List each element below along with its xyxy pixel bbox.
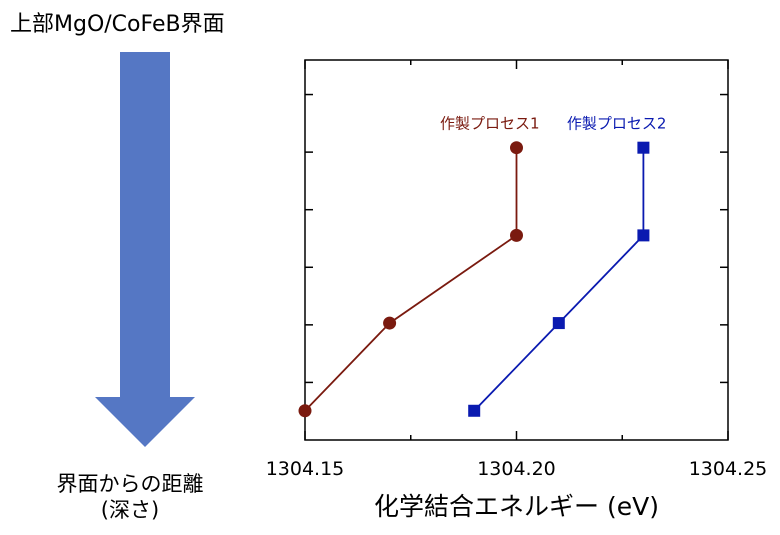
depth-arrow-shape [95,52,195,447]
data-point [510,228,523,242]
chart-axes [304,59,729,441]
chart-series [298,141,650,418]
series-line [304,147,518,412]
chart-text: 1304.15 1304.20 1304.25 化学結合エネルギー (eV) 作製プロセ… [266,115,768,521]
depth-sublabel: (深さ) [100,498,160,522]
series-label: 作製プロセス1 [440,115,540,133]
data-point [637,229,650,242]
series-line [473,147,645,412]
data-point [510,141,523,155]
data-point [552,317,565,330]
depth-label: 界面からの距離 [56,472,204,496]
x-tick-label: 1304.20 [477,458,556,480]
x-axis-label: 化学結合エネルギー (eV) [374,492,659,521]
x-tick-label: 1304.25 [689,458,768,480]
data-point [637,141,650,154]
x-tick-label: 1304.15 [266,458,345,480]
data-point [298,404,312,418]
series-label: 作製プロセス2 [567,115,667,133]
data-point [383,316,397,330]
depth-arrow [95,52,195,447]
data-point [468,404,481,417]
interface-label: 上部MgO/CoFeB界面 [10,12,225,37]
